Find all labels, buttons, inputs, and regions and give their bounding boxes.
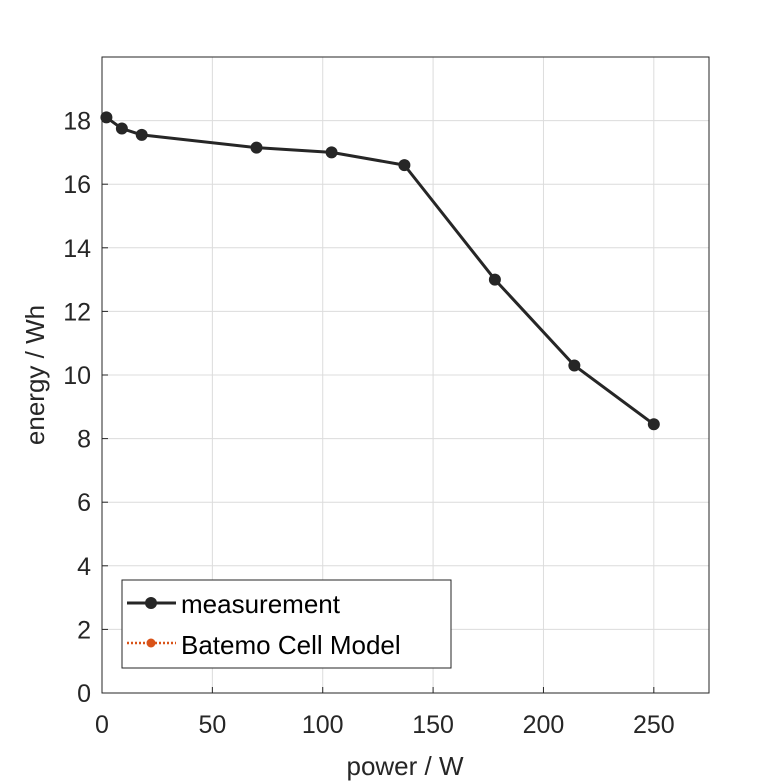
y-tick-label: 8	[77, 426, 91, 454]
data-point	[250, 141, 263, 154]
x-tick-label: 150	[412, 711, 454, 739]
x-tick-label: 200	[523, 711, 565, 739]
legend-measurement-label: measurement	[181, 589, 341, 619]
y-tick-label: 0	[77, 680, 91, 708]
y-tick-label: 16	[63, 171, 91, 199]
x-tick-label: 50	[198, 711, 226, 739]
y-tick-label: 4	[77, 553, 91, 581]
data-point	[115, 122, 128, 135]
data-point	[568, 359, 581, 372]
legend-model-label: Batemo Cell Model	[181, 630, 401, 660]
y-axis-label: energy / Wh	[20, 305, 50, 445]
y-tick-label: 18	[63, 108, 91, 136]
y-tick-label: 6	[77, 489, 91, 517]
data-point	[398, 159, 411, 172]
ticks: 0 50 100 150 200 250 0 2 4 6 8 10 12 14 16 18	[63, 108, 674, 739]
x-tick-label: 250	[633, 711, 675, 739]
data-point	[135, 128, 148, 141]
x-tick-label: 0	[95, 711, 109, 739]
series-layer	[100, 111, 660, 431]
x-axis-label: power / W	[346, 751, 463, 781]
data-point	[325, 146, 338, 159]
y-tick-label: 10	[63, 362, 91, 390]
y-tick-label: 14	[63, 235, 91, 263]
legend-measurement-marker	[145, 597, 157, 609]
legend-model-marker	[146, 638, 156, 648]
legend-box	[121, 579, 452, 669]
data-point	[488, 273, 501, 286]
y-tick-label: 12	[63, 298, 91, 326]
legend: measurement Batemo Cell Model	[121, 579, 452, 669]
x-tick-label: 100	[302, 711, 344, 739]
data-point	[647, 418, 660, 431]
y-tick-label: 2	[77, 616, 91, 644]
